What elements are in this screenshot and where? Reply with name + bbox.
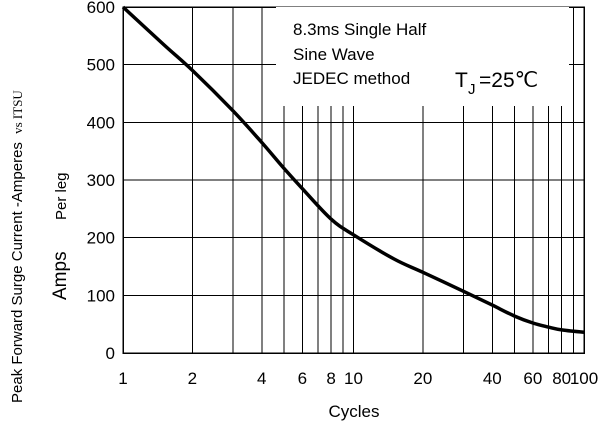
x-tick-label: 4 [257,369,266,388]
x-tick-label: 100 [570,369,598,388]
x-tick-label: 1 [118,369,127,388]
y-tick-label: 200 [87,229,115,248]
y-tick-label: 300 [87,171,115,190]
tj-symbol: T [455,69,468,92]
y-tick-label: 100 [87,286,115,305]
y-axis-per-leg: Per leg [53,172,70,220]
y-axis-title-main: Peak Forward Surge Current -Amperes [9,142,26,403]
annotation-line1: 8.3ms Single Half [293,20,427,39]
x-tick-label: 6 [298,369,307,388]
y-tick-label: 400 [87,113,115,132]
tj-value: =25℃ [479,69,538,92]
x-tick-label: 10 [344,369,363,388]
y-axis-units: Amps [50,251,71,300]
x-tick-label: 20 [413,369,432,388]
annotation-line2: Sine Wave [293,45,375,64]
x-tick-label: 8 [326,369,335,388]
y-tick-labels: 0 100 200 300 400 500 600 [87,0,115,363]
y-axis-title-suffix: vs ITSU [10,90,25,134]
annotation-box [276,7,569,106]
x-tick-label: 2 [188,369,197,388]
x-axis-title: Cycles [328,402,379,421]
tj-subscript: J [468,81,476,98]
series-line-surge-current [121,5,585,334]
x-tick-label: 80 [552,369,571,388]
x-tick-label: 40 [483,369,502,388]
y-axis-title: Peak Forward Surge Current -Amperes vs I… [9,90,26,403]
y-tick-label: 500 [87,56,115,75]
x-tick-label: 60 [523,369,542,388]
y-tick-label: 600 [87,0,115,17]
y-tick-label: 0 [106,344,115,363]
annotation-line3: JEDEC method [293,69,410,88]
